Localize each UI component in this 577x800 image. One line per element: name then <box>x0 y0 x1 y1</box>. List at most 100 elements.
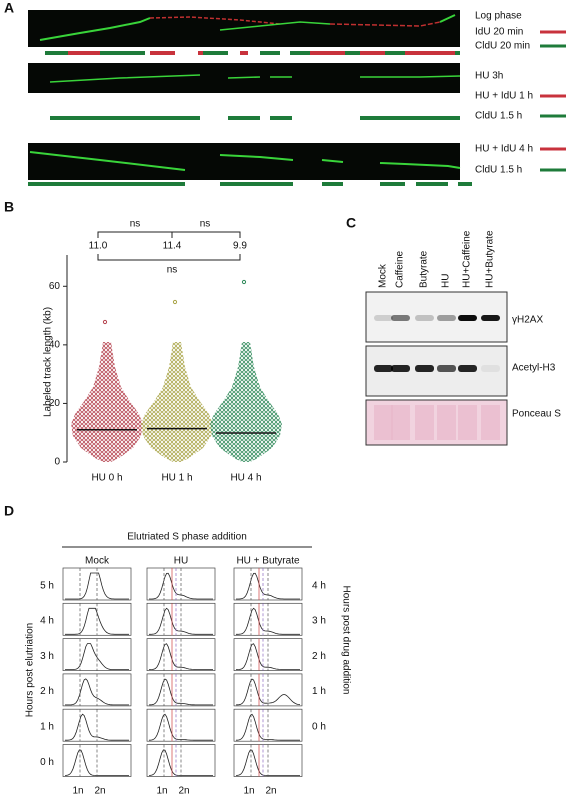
histogram-trace <box>236 643 300 670</box>
panel-a-labels: Log phase IdU 20 min CldU 20 min HU 3h H… <box>475 11 566 176</box>
band <box>415 315 434 321</box>
significance-label: ns <box>200 219 211 230</box>
row-label: 4 h <box>40 616 54 627</box>
fiber <box>219 21 331 31</box>
column-label: HU + Butyrate <box>236 556 300 567</box>
band <box>374 365 393 372</box>
band <box>415 365 434 372</box>
fiber <box>321 159 344 163</box>
dot-swarm <box>210 342 282 462</box>
row-label: Log phase <box>475 11 522 22</box>
row-label: 2 h <box>312 651 326 662</box>
fiber <box>379 162 461 169</box>
x-tick-label: HU 0 h <box>91 473 122 484</box>
row-label: HU + IdU 1 h <box>475 91 533 102</box>
blot-label: Ponceau S <box>512 409 561 420</box>
significance-label: ns <box>130 219 141 230</box>
panel-label: B <box>4 199 14 215</box>
value-label: 11.0 <box>89 241 108 252</box>
band <box>391 315 410 321</box>
western-blot: γH2AX Acetyl-H3 Ponceau S Mock Caffeine Bu… <box>365 230 561 446</box>
axis-label: Hours post drug addition <box>340 586 351 695</box>
lane-label: Butyrate <box>419 250 430 288</box>
fiber <box>149 16 281 25</box>
band <box>374 315 393 321</box>
x-tick-label: HU 4 h <box>230 473 261 484</box>
dot-swarm <box>71 342 143 462</box>
fiber <box>29 151 186 171</box>
row-label: HU + IdU 4 h <box>475 144 533 155</box>
y-tick-label: 60 <box>49 281 61 292</box>
row-label: 4 h <box>312 580 326 591</box>
fiber <box>439 14 456 23</box>
bracket <box>97 254 241 261</box>
significance-label: ns <box>167 265 178 276</box>
fiber-image <box>28 10 460 47</box>
row-label: HU 3h <box>475 71 503 82</box>
band <box>391 365 410 372</box>
y-axis-label: Labeled track length (kb) <box>43 307 54 417</box>
x-label: 1n <box>72 786 83 797</box>
column-label: Mock <box>85 556 110 567</box>
x-label: 1n <box>156 786 167 797</box>
bracket <box>171 231 241 238</box>
band <box>437 365 456 372</box>
row-label: 3 h <box>40 651 54 662</box>
band <box>437 315 456 321</box>
row-label: 2 h <box>40 686 54 697</box>
histogram-trace <box>149 643 213 670</box>
lane-label: Mock <box>378 263 389 288</box>
x-label: 2n <box>178 786 189 797</box>
outlier-dot <box>102 319 108 325</box>
panel-label: C <box>346 215 356 231</box>
x-label: 1n <box>243 786 254 797</box>
row-label: 5 h <box>40 580 54 591</box>
track-bars <box>28 51 472 186</box>
x-label: 2n <box>94 786 105 797</box>
row-label: CldU 20 min <box>475 41 530 52</box>
band <box>458 405 477 440</box>
histogram-trace <box>235 678 301 706</box>
x-tick-label: HU 1 h <box>161 473 192 484</box>
dot-swarm <box>141 342 213 462</box>
row-label: CldU 1.5 h <box>475 111 522 122</box>
panel-label: A <box>4 0 14 16</box>
fiber <box>49 74 201 83</box>
lane-label: Caffeine <box>395 250 406 288</box>
row-label: 1 h <box>312 686 326 697</box>
blot-label: γH2AX <box>512 315 543 326</box>
row-label: 0 h <box>40 757 54 768</box>
bracket <box>97 231 173 238</box>
band <box>458 365 477 372</box>
histogram-trace <box>148 678 213 706</box>
row-label: CldU 1.5 h <box>475 165 522 176</box>
histogram-trace <box>65 607 129 635</box>
axis-label: Hours post elutriation <box>25 623 36 718</box>
band <box>415 405 434 440</box>
fiber <box>219 154 294 161</box>
panel-title: Elutriated S phase addition <box>127 532 247 543</box>
fiber <box>360 75 461 78</box>
row-label: 3 h <box>312 616 326 627</box>
band <box>437 405 456 440</box>
lane-label: HU <box>441 274 452 288</box>
histogram-trace <box>65 643 129 670</box>
flow-histograms: Elutriated S phase addition Hours post e… <box>25 532 352 797</box>
band <box>391 405 410 440</box>
lane-label: HU+Caffeine <box>462 230 473 288</box>
fiber <box>227 76 261 79</box>
histogram-trace <box>65 678 129 706</box>
value-label: 11.4 <box>163 241 182 252</box>
blot-label: Acetyl-H3 <box>512 363 556 374</box>
value-label: 9.9 <box>233 241 247 252</box>
column-label: HU <box>174 556 188 567</box>
row-label: 0 h <box>312 721 326 732</box>
band <box>374 405 393 440</box>
fiber-images <box>28 10 461 180</box>
outlier-dot <box>241 279 247 285</box>
band <box>481 315 500 321</box>
fiber-image <box>28 143 460 180</box>
outlier-dot <box>172 299 178 305</box>
y-tick-label: 0 <box>54 457 60 468</box>
